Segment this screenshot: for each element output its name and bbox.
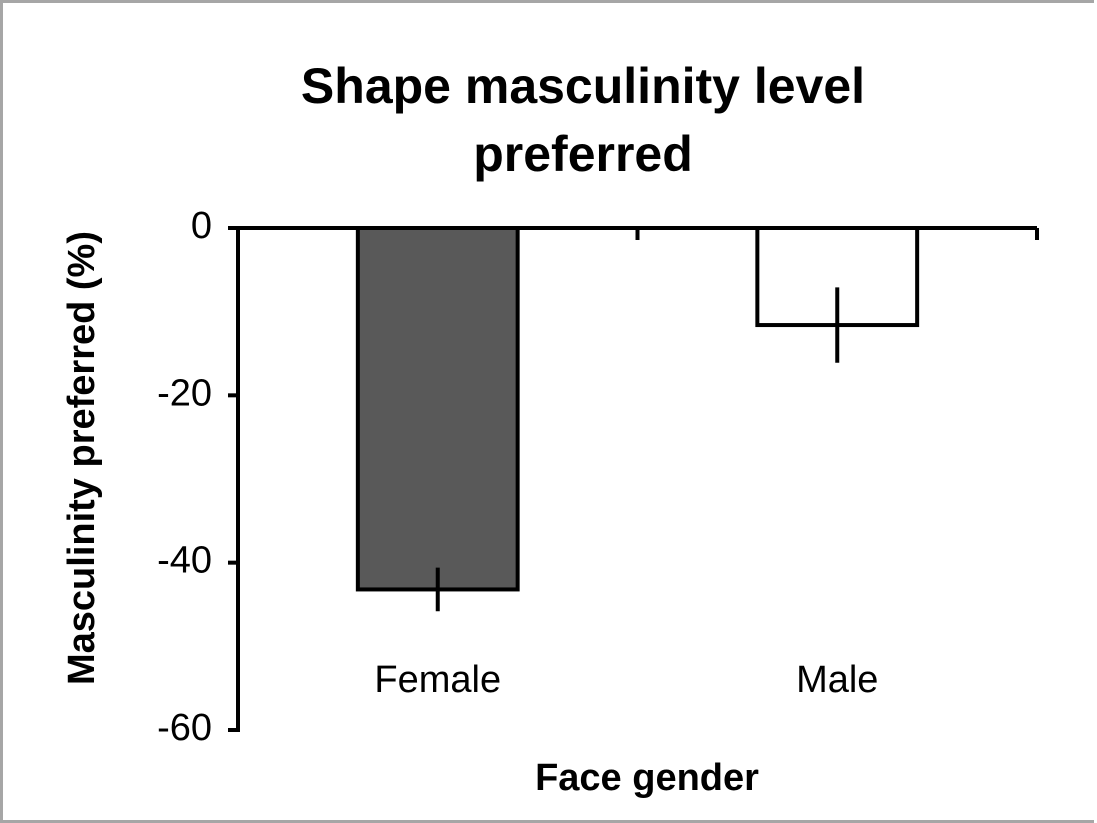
- x-tick-label: Male: [796, 659, 878, 701]
- y-tick-label: -20: [157, 372, 212, 414]
- bar: [355, 226, 520, 592]
- x-tick-label: Female: [374, 659, 501, 701]
- y-tick-label: -40: [157, 540, 212, 582]
- x-axis-label: Face gender: [535, 757, 759, 799]
- chart-title: Shape masculinity level preferred: [300, 58, 866, 182]
- y-axis-label: Masculinity preferred (%): [61, 231, 103, 685]
- y-tick-label: 0: [191, 205, 212, 247]
- y-tick-label: -60: [157, 707, 212, 749]
